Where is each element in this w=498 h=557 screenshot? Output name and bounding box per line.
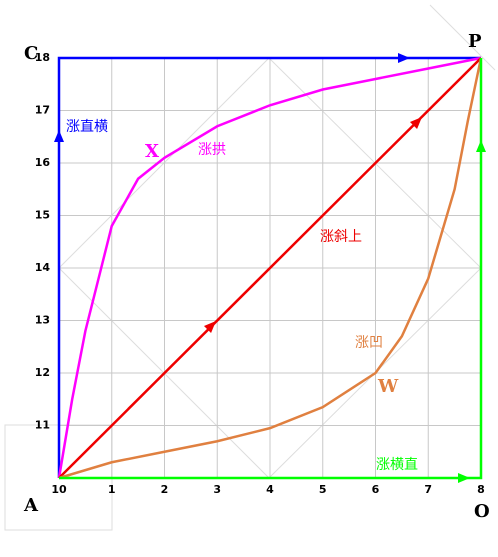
point-label: C bbox=[24, 43, 38, 64]
x-tick-label: 2 bbox=[161, 483, 169, 496]
y-tick-label: 15 bbox=[35, 209, 50, 222]
series-line bbox=[59, 58, 483, 480]
series-line bbox=[57, 56, 482, 479]
x-tick-label: 8 bbox=[477, 483, 485, 496]
y-tick-label: 12 bbox=[35, 366, 50, 379]
x-tick-label: 6 bbox=[372, 483, 380, 496]
series-label: 涨斜上 bbox=[320, 229, 362, 245]
arrowhead bbox=[398, 53, 410, 63]
series-label: 涨横直 bbox=[376, 456, 418, 473]
x-tick-label: 5 bbox=[319, 483, 327, 496]
point-label: W bbox=[377, 376, 399, 397]
point-label: P bbox=[468, 31, 482, 52]
series-label: 涨拱 bbox=[198, 142, 226, 158]
x-tick-label: 4 bbox=[266, 483, 274, 496]
arrowhead bbox=[409, 117, 422, 130]
arrowhead bbox=[203, 321, 216, 334]
series-line bbox=[58, 57, 482, 479]
y-tick-label: 13 bbox=[35, 314, 50, 327]
arrowhead bbox=[458, 473, 470, 483]
x-tick-label: 7 bbox=[424, 483, 432, 496]
point-label: A bbox=[23, 495, 39, 516]
point-label: O bbox=[474, 501, 490, 522]
y-tick-label: 11 bbox=[35, 419, 50, 432]
y-tick-label: 16 bbox=[35, 156, 51, 169]
x-tick-label: 10 bbox=[51, 483, 67, 496]
point-label: X bbox=[145, 141, 159, 162]
arrowhead bbox=[54, 130, 64, 142]
series-line bbox=[58, 57, 483, 480]
series-label: 涨凹 bbox=[355, 335, 383, 351]
x-tick-label: 3 bbox=[213, 483, 221, 496]
series-label: 涨直横 bbox=[66, 118, 108, 135]
x-tick-label: 1 bbox=[108, 483, 116, 496]
y-tick-label: 14 bbox=[35, 261, 51, 274]
y-tick-label: 18 bbox=[35, 51, 50, 64]
arrowhead bbox=[476, 140, 486, 152]
series-line bbox=[57, 56, 481, 478]
y-tick-label: 17 bbox=[35, 104, 50, 117]
